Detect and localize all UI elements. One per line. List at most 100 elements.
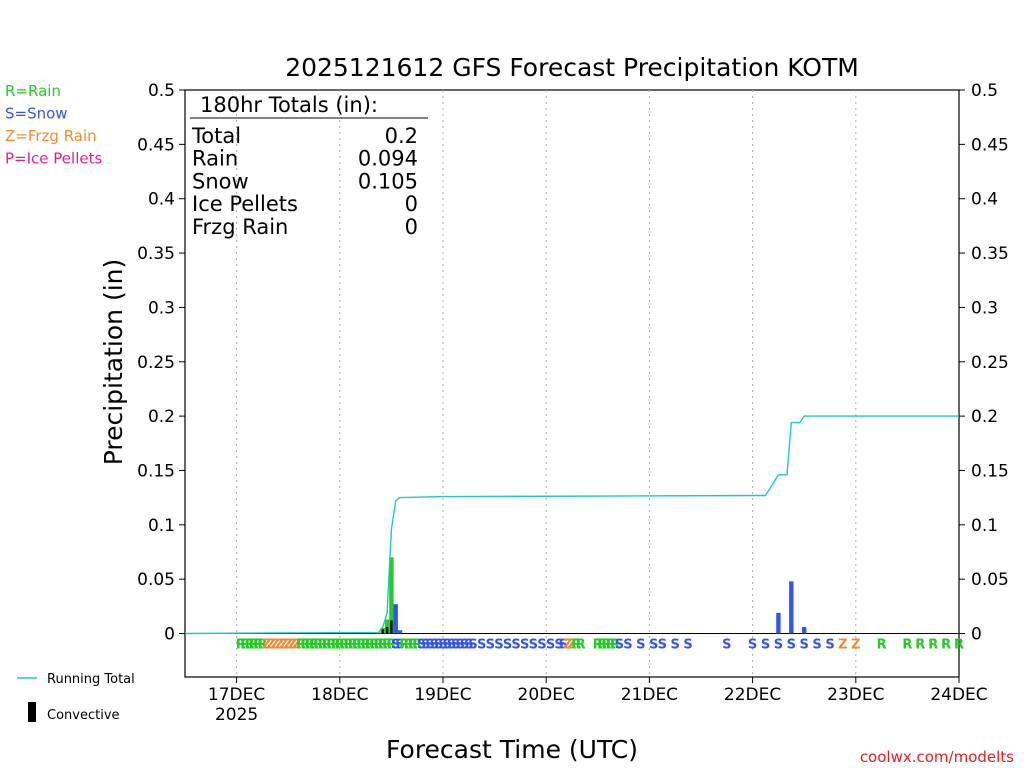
precip-type-letter: R [404, 638, 414, 653]
y-tick-label-right: 0.3 [971, 298, 998, 318]
precip-type-letter: S [464, 638, 473, 653]
precip-type-letter: S [486, 638, 495, 653]
x-gridlines [236, 90, 857, 677]
precip-type-letter: R [378, 638, 388, 653]
x-tick-label: 18DEC [311, 685, 368, 705]
chart-title: 2025121612 GFS Forecast Precipitation KO… [285, 53, 859, 82]
y-tick-label-right: 0.35 [971, 244, 1009, 264]
convective-bar [381, 629, 384, 634]
precip-type-letter: R [365, 638, 375, 653]
precip-type-letter: R [309, 638, 319, 653]
precip-type-letter: S [430, 638, 439, 653]
x-tick-label: 21DEC [621, 685, 678, 705]
convective-bar [385, 626, 389, 634]
precip-type-letter: R [877, 638, 887, 653]
precip-type-letter: S [425, 638, 434, 653]
totals-row-label: Ice Pellets [192, 192, 298, 216]
totals-row-label: Total [191, 124, 241, 148]
precip-type-letter: S [554, 638, 563, 653]
x-tick-label: 17DEC [208, 685, 265, 705]
precip-type-letter: Z [851, 638, 860, 653]
precip-type-letter: R [576, 638, 586, 653]
y-axis-right: 0 0.05 0.1 0.15 0.2 0.25 0.3 0.35 0.4 0.45 0.5 [959, 81, 1009, 645]
precip-type-letter: R [296, 638, 306, 653]
totals-row-value: 0.094 [358, 147, 418, 171]
running-total-line [184, 415, 959, 635]
precip-type-letter: Z [275, 638, 284, 653]
precip-type-letter: S [395, 638, 404, 653]
precip-bar [393, 604, 398, 634]
precip-type-letter: R [954, 638, 964, 653]
precip-type-letter: Z [283, 638, 292, 653]
x-tick-label: 20DEC [518, 685, 575, 705]
y-tick-label: 0.2 [148, 407, 175, 427]
precip-type-letter: R [941, 638, 951, 653]
precip-type-letter: R [339, 638, 349, 653]
precip-type-letter: R [361, 638, 371, 653]
precip-type-letter: R [240, 638, 250, 653]
precip-type-letter: R [305, 638, 315, 653]
precip-type-letter: Z [292, 638, 301, 653]
precip-type-letter: S [546, 638, 555, 653]
precip-bars [376, 557, 807, 634]
y-tick-label-right: 0.25 [971, 353, 1009, 373]
precip-type-letter: S [559, 638, 568, 653]
precip-type-letter: S [623, 638, 632, 653]
totals-row-label: Snow [192, 169, 249, 193]
precip-type-letter: S [451, 638, 460, 653]
precip-type-letter: S [438, 638, 447, 653]
precip-bar [397, 630, 403, 634]
y-tick-label-right: 0.1 [971, 516, 998, 536]
precip-type-letter: S [421, 638, 430, 653]
precip-type-letter: R [399, 638, 409, 653]
precip-type-letter: R [606, 638, 616, 653]
precip-type-letter: R [322, 638, 332, 653]
y-tick-label: 0.1 [148, 516, 175, 536]
precip-type-letter: S [537, 638, 546, 653]
precip-type-letter: S [503, 638, 512, 653]
precip-type-letter: S [447, 638, 456, 653]
totals-row-value: 0 [405, 192, 418, 216]
precip-type-letter: S [417, 638, 426, 653]
precip-type-letter: S [812, 638, 821, 653]
precip-type-letter: R [236, 638, 246, 653]
precip-type-letter: Z [288, 638, 297, 653]
precip-type-letter: S [477, 638, 486, 653]
precip-type-letter: R [601, 638, 611, 653]
y-tick-label: 0.05 [137, 570, 175, 590]
precip-type-letter: S [468, 638, 477, 653]
y-axis-label: Precipitation (in) [99, 259, 128, 466]
precip-bar [389, 557, 394, 634]
precip-type-letter: R [902, 638, 912, 653]
precip-type-letter: R [593, 638, 603, 653]
precip-type-letter: S [636, 638, 645, 653]
totals-row-label: Frzg Rain [192, 215, 288, 239]
precip-type-letter: S [649, 638, 658, 653]
series-legend: Running Total Convective [17, 672, 135, 723]
precip-type-letter: S [391, 638, 400, 653]
precip-type-letter: S [722, 638, 731, 653]
precip-type-letter: S [511, 638, 520, 653]
y-tick-label-right: 0 [971, 625, 982, 645]
precip-bar [384, 619, 390, 634]
series-legend-label: Running Total [47, 672, 135, 687]
precip-type-letter: R [335, 638, 345, 653]
precip-type-legend: R=Rain S=Snow Z=Frzg Rain P=Ice Pellets [5, 82, 102, 168]
y-tick-label: 0.15 [137, 461, 175, 481]
precip-type-letter: R [386, 638, 396, 653]
precip-bar [776, 612, 781, 634]
precip-type-letters: RRRRRRZZZZZZZZRRRRRRRRRRRRRRRRRRRRRRSSRR… [236, 638, 964, 653]
y-tick-label: 0.45 [137, 135, 175, 155]
precip-type-letter: R [253, 638, 263, 653]
precip-type-letter: Z [563, 638, 572, 653]
y-tick-label: 0.4 [148, 190, 175, 210]
totals-row-value: 0 [405, 215, 418, 239]
precip-type-letter: R [412, 638, 422, 653]
precip-type-letter: S [800, 638, 809, 653]
precip-type-letter: S [683, 638, 692, 653]
precip-type-letter: R [369, 638, 379, 653]
y-tick-label: 0 [164, 625, 175, 645]
precip-type-letter: R [313, 638, 323, 653]
x-tick-label: 19DEC [414, 685, 471, 705]
precip-type-letter: R [244, 638, 254, 653]
